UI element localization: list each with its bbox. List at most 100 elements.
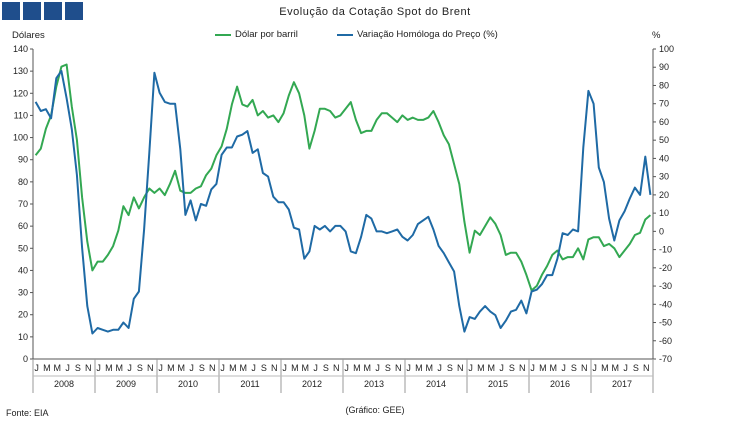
month-tick-label: S [323, 363, 329, 373]
left-tick-label: 90 [18, 155, 28, 165]
source-note: Fonte: EIA [6, 408, 49, 418]
right-tick-label: 100 [659, 44, 674, 54]
left-tick-label: 20 [18, 310, 28, 320]
month-tick-label: M [415, 363, 423, 373]
month-tick-label: J [499, 363, 504, 373]
series-line-yoy-change [34, 69, 652, 335]
legend-label-yoy: Variação Homóloga do Preço (%) [357, 29, 498, 40]
year-tick-label: 2016 [550, 379, 570, 389]
year-tick-label: 2017 [612, 379, 632, 389]
month-tick-label: J [623, 363, 628, 373]
month-tick-label: N [271, 363, 278, 373]
year-tick-label: 2010 [178, 379, 198, 389]
month-tick-label: S [509, 363, 515, 373]
month-tick-label: M [302, 363, 310, 373]
month-tick-label: N [209, 363, 216, 373]
left-tick-label: 100 [13, 133, 28, 143]
right-tick-label: 10 [659, 208, 669, 218]
right-tick-label: 50 [659, 135, 669, 145]
legend-item-usd: Dólar por barril [215, 29, 298, 40]
right-tick-label: 90 [659, 62, 669, 72]
month-tick-label: N [147, 363, 154, 373]
month-tick-label: J [282, 363, 287, 373]
month-tick-label: J [251, 363, 256, 373]
month-tick-label: S [633, 363, 639, 373]
month-tick-label: J [375, 363, 380, 373]
month-tick-label: M [229, 363, 237, 373]
left-tick-label: 50 [18, 243, 28, 253]
month-tick-label: M [353, 363, 361, 373]
right-tick-label: -30 [659, 281, 672, 291]
right-tick-label: -50 [659, 318, 672, 328]
year-tick-label: 2014 [426, 379, 446, 389]
right-tick-label: 20 [659, 190, 669, 200]
right-tick-label: -40 [659, 299, 672, 309]
logo-square [23, 2, 41, 20]
month-tick-label: M [550, 363, 558, 373]
month-tick-label: N [85, 363, 92, 373]
month-tick-label: J [468, 363, 473, 373]
right-tick-label: 40 [659, 153, 669, 163]
month-tick-label: J [189, 363, 194, 373]
month-tick-label: M [54, 363, 62, 373]
left-tick-label: 130 [13, 66, 28, 76]
left-tick-label: 40 [18, 265, 28, 275]
chart-title: Evolução da Cotação Spot do Brent [279, 6, 471, 18]
left-tick-label: 70 [18, 199, 28, 209]
month-tick-label: N [581, 363, 588, 373]
month-tick-label: M [539, 363, 547, 373]
month-tick-label: N [333, 363, 340, 373]
month-tick-label: J [127, 363, 132, 373]
right-tick-label: 70 [659, 99, 669, 109]
year-tick-label: 2011 [240, 379, 259, 389]
month-tick-label: M [178, 363, 186, 373]
month-tick-label: J [313, 363, 318, 373]
month-tick-label: M [105, 363, 113, 373]
month-tick-label: J [437, 363, 442, 373]
left-tick-label: 110 [14, 110, 28, 120]
logo-square [2, 2, 20, 20]
right-tick-label: 80 [659, 80, 669, 90]
month-tick-label: S [261, 363, 267, 373]
chart-credit: (Gráfico: GEE) [345, 405, 405, 415]
month-tick-label: M [240, 363, 248, 373]
left-tick-label: 120 [13, 88, 28, 98]
month-tick-label: M [43, 363, 51, 373]
month-tick-label: M [488, 363, 496, 373]
month-tick-label: S [571, 363, 577, 373]
legend-item-yoy: Variação Homóloga do Preço (%) [337, 29, 498, 40]
right-tick-label: 0 [659, 226, 664, 236]
year-tick-label: 2013 [364, 379, 384, 389]
right-tick-label: -10 [659, 245, 672, 255]
month-tick-label: S [447, 363, 453, 373]
left-tick-label: 80 [18, 177, 28, 187]
month-tick-label: M [477, 363, 485, 373]
year-tick-label: 2012 [302, 379, 322, 389]
left-axis-unit: Dólares [12, 30, 45, 41]
month-tick-label: M [601, 363, 609, 373]
month-tick-label: J [220, 363, 225, 373]
month-tick-label: S [75, 363, 81, 373]
month-tick-label: N [395, 363, 402, 373]
month-tick-label: J [34, 363, 39, 373]
right-axis-unit: % [652, 30, 661, 41]
month-tick-label: M [291, 363, 299, 373]
year-tick-label: 2009 [116, 379, 136, 389]
month-tick-label: J [592, 363, 597, 373]
year-tick-label: 2008 [54, 379, 74, 389]
month-tick-label: N [519, 363, 526, 373]
left-tick-label: 140 [13, 44, 28, 54]
month-tick-label: M [612, 363, 620, 373]
right-tick-label: -60 [659, 336, 672, 346]
left-tick-label: 60 [18, 221, 28, 231]
left-tick-label: 0 [23, 354, 28, 364]
month-tick-label: N [457, 363, 464, 373]
legend-swatch-usd [215, 33, 231, 36]
month-tick-label: M [116, 363, 124, 373]
month-tick-label: N [643, 363, 650, 373]
legend-swatch-yoy [337, 33, 353, 36]
right-tick-label: -70 [659, 354, 672, 364]
series-line-usd-per-barrel [34, 63, 652, 292]
logo-square [65, 2, 83, 20]
